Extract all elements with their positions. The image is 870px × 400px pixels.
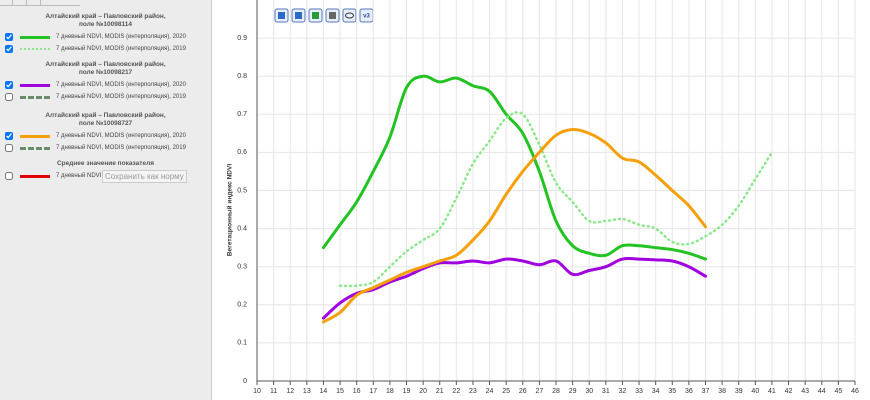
group-title: Алтайский край – Павловский район,	[45, 13, 166, 20]
checkbox[interactable]	[5, 132, 13, 140]
x-tick-label: 28	[552, 388, 560, 395]
y-tick-label: 0.1	[237, 340, 247, 347]
group-title: поле №10098114	[78, 21, 132, 28]
legend-label: 7 дневный NDVI, MODIS (интерполяция), 20…	[56, 82, 186, 88]
icon	[295, 12, 302, 19]
y-tick-label: 0.9	[237, 35, 247, 42]
save-button[interactable]: Сохранить как норму	[102, 170, 187, 183]
tabs	[0, 0, 80, 6]
series-line	[338, 111, 774, 288]
x-tick-label: 35	[668, 388, 676, 395]
x-tick-label: 39	[735, 388, 743, 395]
y-tick-label: 0.5	[237, 187, 247, 194]
group-title: Алтайский край – Павловский район,	[45, 61, 166, 68]
x-tick-label: 37	[702, 388, 710, 395]
tab-edge	[40, 0, 41, 5]
icon	[278, 12, 285, 19]
legend-line	[20, 135, 50, 138]
series-line	[321, 128, 707, 324]
legend-label: 7 дневный NDVI, MODIS (интерполяция), 20…	[56, 46, 186, 52]
x-tick-label: 21	[436, 388, 444, 395]
legend-line	[20, 48, 50, 50]
x-tick-label: 29	[569, 388, 577, 395]
x-tick-label: 43	[801, 388, 809, 395]
y-axis-label: Вегетационный индекс NDVI	[226, 164, 234, 256]
group-title: Среднее значение показателя	[56, 160, 155, 167]
x-tick-label: 40	[751, 388, 759, 395]
x-tick-label: 44	[818, 388, 826, 395]
tab-edge	[26, 0, 27, 5]
x-tick-label: 34	[652, 388, 660, 395]
y-tick-label: 0	[243, 378, 247, 385]
x-tick-label: 19	[403, 388, 411, 395]
y-tick-label: 0.8	[237, 73, 247, 80]
x-tick-label: 33	[635, 388, 643, 395]
x-tick-label: 13	[303, 388, 311, 395]
legend-label: 7 дневный NDVI, MODIS (интерполяция), 20…	[56, 94, 186, 100]
toolbar-button[interactable]	[342, 8, 357, 23]
checkbox[interactable]	[5, 172, 13, 180]
legend-line	[20, 147, 50, 150]
icon	[312, 12, 319, 19]
group-title: поле №10098727	[78, 120, 133, 127]
x-tick-label: 12	[286, 388, 294, 395]
x-tick-label: 14	[320, 388, 328, 395]
y-tick-label: 0.2	[237, 302, 247, 309]
legend-line	[20, 96, 50, 99]
legend-label: 7 дневный NDVI, MODIS (интерполяция), 20…	[56, 133, 186, 139]
x-tick-label: 16	[353, 388, 361, 395]
x-tick-label: 30	[585, 388, 593, 395]
legend-line	[20, 36, 50, 39]
x-tick-label: 11	[270, 388, 277, 395]
x-tick-label: 41	[768, 388, 776, 395]
sidebar: Алтайский край – Павловский район, поле №…	[0, 0, 212, 400]
tab-edge	[12, 0, 13, 5]
checkbox[interactable]	[5, 144, 13, 152]
x-tick-label: 15	[336, 388, 344, 395]
x-tick-label: 17	[369, 388, 377, 395]
toolbar: v3	[274, 8, 374, 23]
x-tick-label: 18	[386, 388, 394, 395]
group-title: Алтайский край – Павловский район,	[45, 112, 166, 119]
x-tick-label: 36	[685, 388, 693, 395]
x-tick-label: 10	[253, 388, 261, 395]
y-tick-label: 0.4	[237, 225, 247, 232]
x-tick-label: 20	[419, 388, 427, 395]
x-tick-label: 22	[452, 388, 460, 395]
x-tick-label: 46	[851, 388, 859, 395]
checkbox[interactable]	[5, 81, 13, 89]
series-line	[321, 74, 707, 261]
x-tick-label: 25	[502, 388, 510, 395]
x-tick-label: 42	[785, 388, 793, 395]
legend-line	[20, 84, 50, 87]
legend-label: 7 дневный NDVI, MODIS (интерполяция), 20…	[56, 145, 186, 151]
legend-label: 7 дневный NDVI, MODIS (интерполяция), 20…	[56, 34, 186, 40]
icon	[329, 12, 336, 19]
x-tick-label: 32	[619, 388, 627, 395]
toolbar-badge: v3	[363, 14, 370, 20]
x-tick-label: 45	[834, 388, 842, 395]
x-tick-label: 24	[486, 388, 494, 395]
y-tick-label: 0.3	[237, 264, 247, 271]
legend-line	[20, 175, 50, 178]
legend-label: 7 дневный NDVI	[56, 173, 102, 179]
y-tick-label: 0.7	[237, 111, 247, 118]
x-tick-label: 23	[469, 388, 477, 395]
checkbox[interactable]	[5, 93, 13, 101]
x-tick-label: 38	[718, 388, 726, 395]
group-title: поле №10098217	[78, 69, 133, 76]
icon	[345, 12, 354, 19]
series-line	[321, 256, 707, 320]
checkbox[interactable]	[5, 45, 13, 53]
x-tick-label: 26	[519, 388, 527, 395]
x-tick-label: 31	[602, 388, 610, 395]
checkbox[interactable]	[5, 33, 13, 41]
y-tick-label: 0.6	[237, 149, 247, 156]
x-tick-label: 27	[535, 388, 543, 395]
